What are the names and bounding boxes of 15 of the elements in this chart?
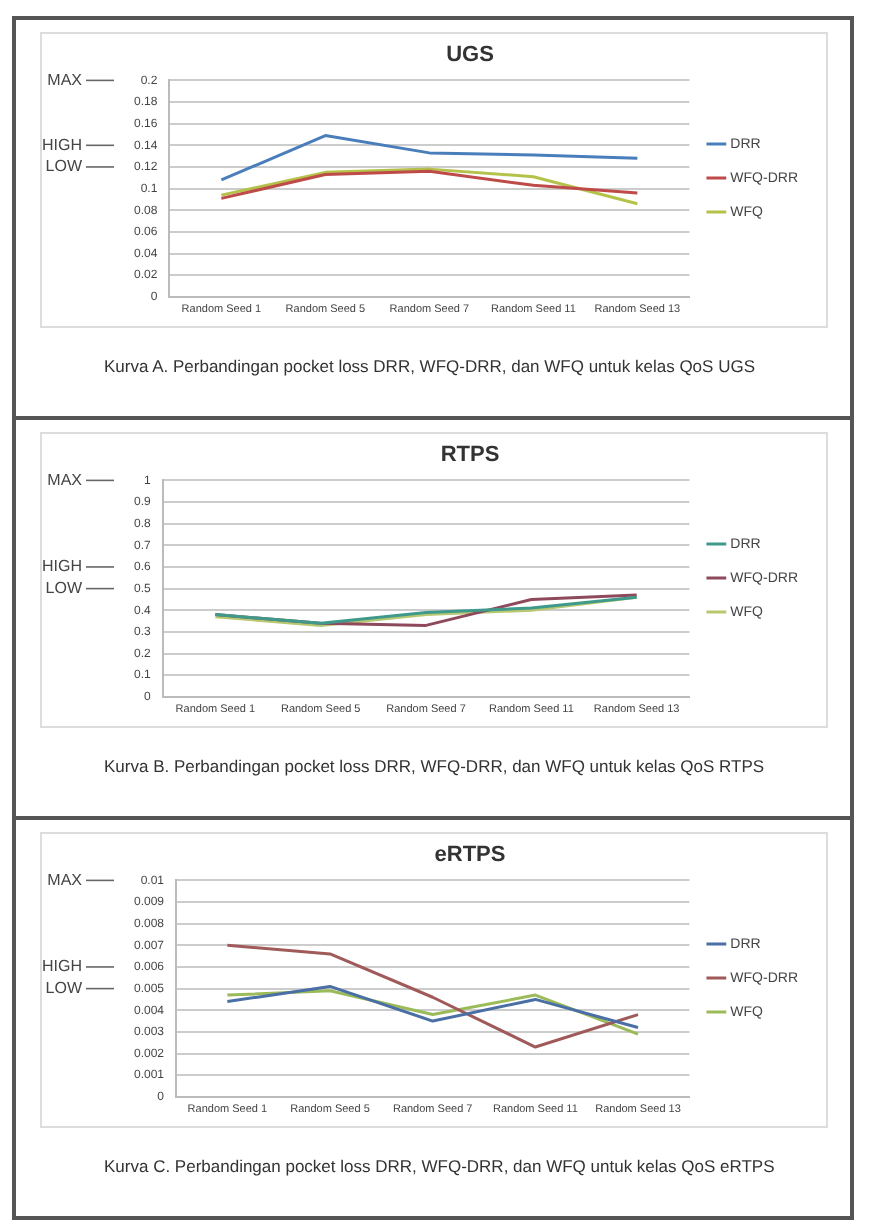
- ref-line-label: MAX: [47, 70, 84, 89]
- ref-line-label: LOW: [45, 979, 83, 998]
- chart-title: RTPS: [440, 443, 500, 468]
- chart-title: eRTPS: [434, 843, 506, 868]
- ref-line-label: LOW: [45, 157, 83, 176]
- ref-line-label: HIGH: [42, 557, 83, 576]
- ref-line-label: MAX: [47, 470, 84, 489]
- text: Kurva B. Perbandingan pocket loss DRR, WFQ-DRR, dan WFQ untuk kelas QoS RTPS: [104, 756, 767, 776]
- text: Kurva A. Perbandingan pocket loss DRR, WFQ-DRR, dan WFQ untuk kelas QoS UGS: [104, 356, 757, 376]
- ref-line-label: MAX: [47, 870, 84, 889]
- ref-line-label: HIGH: [42, 957, 83, 976]
- text: Kurva C. Perbandingan pocket loss DRR, WFQ-DRR, dan WFQ untuk kelas QoS eRTPS: [104, 1156, 777, 1176]
- ref-line-label: LOW: [45, 579, 83, 598]
- chart-title: UGS: [446, 43, 494, 68]
- ref-line-label: HIGH: [42, 135, 83, 154]
